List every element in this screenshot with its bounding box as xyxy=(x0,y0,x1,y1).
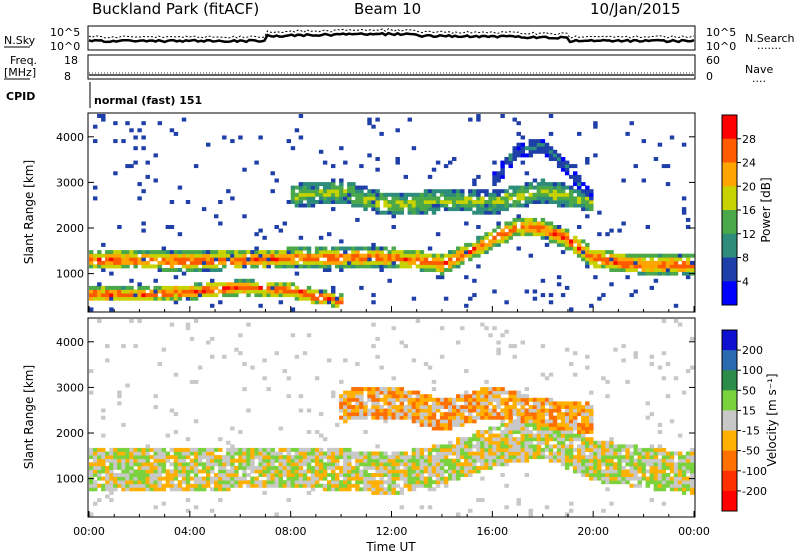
x-tick-label: 00:00 xyxy=(73,525,105,538)
colorbar-swatch xyxy=(722,257,737,282)
colorbar-label: 12 xyxy=(742,228,756,241)
colorbar-swatch xyxy=(722,430,737,452)
colorbar-label: 50 xyxy=(742,384,756,397)
y-tick-label: 3000 xyxy=(56,176,84,189)
y-tick-label: 1000 xyxy=(56,473,84,486)
colorbar-swatch xyxy=(722,186,737,211)
y-tick-label: 4000 xyxy=(56,131,84,144)
n-search-label: N.Search xyxy=(745,32,795,45)
n-sky-label: N.Sky xyxy=(4,34,36,47)
freq-tick-top: 18 xyxy=(64,54,78,67)
y-tick-label: 4000 xyxy=(56,336,84,349)
x-tick-label: 04:00 xyxy=(174,525,206,538)
nave-label: Nave xyxy=(745,63,773,76)
colorbar-swatch xyxy=(722,470,737,492)
freq-label: Freq. xyxy=(10,54,37,67)
power-panel xyxy=(89,114,695,312)
velocity-colorbar: 200 100 50 15 -15 -50 -100 -200 xyxy=(722,330,767,512)
n-search-tick-bottom: 10^0 xyxy=(706,40,736,53)
colorbar-swatch xyxy=(722,233,737,258)
velocity-ylabel: Slant Range [km] xyxy=(22,365,36,469)
x-tick-label: 16:00 xyxy=(476,525,508,538)
y-tick-label: 2000 xyxy=(56,427,84,440)
cpid-mode: normal (fast) 151 xyxy=(94,94,202,107)
x-tick-label: 12:00 xyxy=(376,525,408,538)
site-title: Buckland Park (fitACF) xyxy=(92,0,259,18)
freq-panel-frame xyxy=(87,54,696,80)
colorbar-label: 8 xyxy=(742,252,749,265)
colorbar-label: -15 xyxy=(742,425,760,438)
colorbar-label: 28 xyxy=(742,133,756,146)
colorbar-swatch xyxy=(722,281,737,306)
colorbar-label: -50 xyxy=(742,445,760,458)
power-colorbar-title: Power [dB] xyxy=(759,177,773,242)
velocity-panel-axis: 1000 2000 3000 4000 xyxy=(56,336,695,517)
colorbar-label: -200 xyxy=(742,485,767,498)
colorbar-label: 24 xyxy=(742,157,756,170)
nave-tick-top: 60 xyxy=(706,54,720,67)
colorbar-swatch xyxy=(722,450,737,472)
n-search-tick-top: 10^5 xyxy=(706,26,736,39)
time-axis: 00:00 04:00 08:00 12:00 16:00 20:00 00:00 xyxy=(73,525,710,538)
colorbar-swatch xyxy=(722,350,737,371)
velocity-panel xyxy=(89,319,695,517)
colorbar-label: 20 xyxy=(742,180,756,193)
cpid-label: CPID xyxy=(6,90,35,103)
colorbar-label: -100 xyxy=(742,465,767,478)
colorbar-swatch xyxy=(722,162,737,187)
freq-tick-bottom: 8 xyxy=(64,70,71,83)
power-colorbar: 28 24 20 16 12 8 4 xyxy=(722,115,756,306)
colorbar-label: 200 xyxy=(742,344,763,357)
y-tick-label: 1000 xyxy=(56,268,84,281)
n-sky-tick-bottom: 10^0 xyxy=(50,40,80,53)
colorbar-swatch xyxy=(722,210,737,235)
y-tick-label: 3000 xyxy=(56,381,84,394)
x-tick-label: 20:00 xyxy=(577,525,609,538)
y-tick-label: 2000 xyxy=(56,222,84,235)
nave-tick-bottom: 0 xyxy=(706,70,713,83)
power-colorbar-frame xyxy=(721,114,738,306)
time-xlabel: Time UT xyxy=(365,540,416,554)
noise-panel-frame xyxy=(87,25,696,51)
colorbar-label: 100 xyxy=(742,364,763,377)
colorbar-swatch xyxy=(722,490,737,512)
x-tick-label: 08:00 xyxy=(275,525,307,538)
colorbar-swatch xyxy=(722,330,737,351)
colorbar-swatch xyxy=(722,115,737,140)
colorbar-swatch xyxy=(722,370,737,391)
freq-unit: [MHz] xyxy=(4,66,36,79)
colorbar-swatch xyxy=(722,410,737,432)
beam-title: Beam 10 xyxy=(354,0,421,18)
velocity-colorbar-title: Velocity [m s⁻¹] xyxy=(765,373,779,466)
velocity-colorbar-frame xyxy=(721,329,738,512)
x-tick-label: 00:00 xyxy=(678,525,710,538)
colorbar-label: 15 xyxy=(742,404,756,417)
colorbar-label: 4 xyxy=(742,275,749,288)
n-search-line xyxy=(88,28,695,39)
power-ylabel: Slant Range [km] xyxy=(22,160,36,264)
colorbar-label: 16 xyxy=(742,204,756,217)
nave-legend: .... xyxy=(752,72,766,85)
colorbar-swatch xyxy=(722,138,737,163)
n-sky-line xyxy=(88,31,695,44)
power-panel-axis: 1000 2000 3000 4000 xyxy=(56,131,695,312)
date-title: 10/Jan/2015 xyxy=(590,0,681,18)
n-sky-tick-top: 10^5 xyxy=(50,26,80,39)
n-search-legend: ....... xyxy=(757,39,781,52)
colorbar-swatch xyxy=(722,390,737,411)
